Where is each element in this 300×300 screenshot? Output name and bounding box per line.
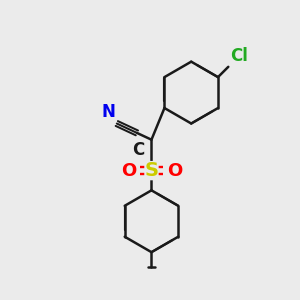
Text: N: N — [101, 103, 115, 121]
Text: O: O — [121, 162, 136, 180]
Text: C: C — [132, 141, 145, 159]
Text: O: O — [167, 162, 182, 180]
Text: Cl: Cl — [230, 47, 248, 65]
Text: S: S — [145, 161, 158, 180]
